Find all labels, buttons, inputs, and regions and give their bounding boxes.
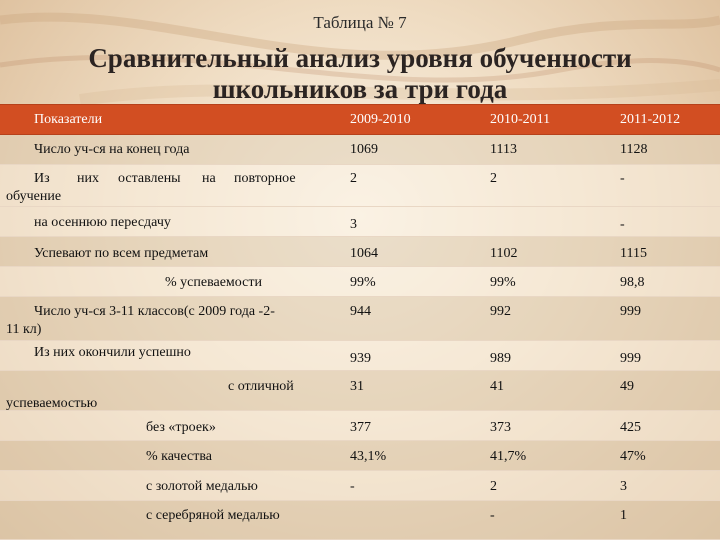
row-value: 377	[350, 420, 371, 435]
row-value: 992	[490, 304, 511, 319]
table-row: с отличной успеваемостью 31 41 49	[0, 371, 720, 411]
row-value: 1102	[490, 246, 518, 261]
row-value: 999	[620, 304, 641, 319]
row-value: 1069	[350, 142, 378, 157]
table-row: Из них окончили успешно 939 989 999	[0, 341, 720, 371]
row-label-line-2: 11 кл)	[6, 322, 42, 337]
row-value: 99%	[350, 275, 376, 290]
row-value: 31	[350, 379, 364, 394]
title-line-1: Сравнительный анализ уровня обученности	[88, 43, 632, 73]
row-value: 1064	[350, 246, 378, 261]
row-value: 2	[350, 171, 357, 186]
comparison-table: Показатели 2009-2010 2010-2011 2011-2012…	[0, 104, 720, 540]
row-value: 373	[490, 420, 511, 435]
row-label-word: Из	[34, 171, 50, 186]
table-row: Из них оставлены на повторное обучение 2…	[0, 165, 720, 207]
table-row: Число уч-ся на конец года 1069 1113 1128	[0, 135, 720, 165]
table-row: % качества 43,1% 41,7% 47%	[0, 441, 720, 471]
table-caption: Таблица № 7	[313, 13, 407, 32]
row-label: с золотой медалью	[146, 479, 258, 494]
row-label: с серебряной медалью	[146, 508, 280, 523]
header-2009-2010: 2009-2010	[350, 112, 411, 127]
row-label-word: повторное	[234, 171, 296, 186]
row-value: 1115	[620, 246, 647, 261]
row-value: 99%	[490, 275, 516, 290]
title-line-2: школьников за три года	[212, 74, 508, 104]
row-value: 2	[490, 171, 497, 186]
row-label: Успевают по всем предметам	[34, 246, 209, 261]
row-label: Из них окончили успешно	[34, 345, 191, 360]
table-body: Число уч-ся на конец года 1069 1113 1128…	[0, 135, 720, 540]
table-header-row: Показатели 2009-2010 2010-2011 2011-2012	[0, 104, 720, 135]
row-label: % успеваемости	[165, 275, 262, 290]
row-label: Число уч-ся на конец года	[34, 142, 190, 157]
row-label-line-1: Число уч-ся 3-11 классов(с 2009 года -2-	[34, 304, 275, 319]
row-label-line-2: обучение	[6, 189, 62, 204]
header-indicators: Показатели	[34, 112, 103, 127]
row-label-word: на	[202, 171, 216, 186]
row-value: 1113	[490, 142, 517, 157]
table-row: без «троек» 377 373 425	[0, 411, 720, 441]
header-2011-2012: 2011-2012	[620, 112, 681, 127]
row-value: -	[620, 217, 625, 232]
table-row: с золотой медалью - 2 3	[0, 471, 720, 501]
row-value: -	[620, 171, 625, 186]
page-title: Сравнительный анализ уровня обученности …	[0, 43, 720, 105]
row-value: 944	[350, 304, 371, 319]
row-label-word: них	[77, 171, 99, 186]
row-value: 47%	[620, 449, 646, 464]
row-value: 41	[490, 379, 504, 394]
row-value: 41,7%	[490, 449, 527, 464]
row-value: 425	[620, 420, 641, 435]
row-value: 98,8	[620, 275, 645, 290]
table-row: % успеваемости 99% 99% 98,8	[0, 267, 720, 297]
row-value: 1128	[620, 142, 648, 157]
row-value: 2	[490, 479, 497, 494]
header-2010-2011: 2010-2011	[490, 112, 551, 127]
row-value: 3	[620, 479, 627, 494]
row-label: без «троек»	[146, 420, 216, 435]
row-label: на осеннюю пересдачу	[34, 215, 171, 230]
row-value: 43,1%	[350, 449, 387, 464]
row-value: -	[350, 479, 355, 494]
row-label: % качества	[146, 449, 212, 464]
table-row: Число уч-ся 3-11 классов(с 2009 года -2-…	[0, 297, 720, 341]
row-value: 49	[620, 379, 634, 394]
table-row: Успевают по всем предметам 1064 1102 111…	[0, 237, 720, 267]
row-label-line-1: с отличной	[228, 379, 294, 394]
table-row: с серебряной медалью - 1	[0, 501, 720, 540]
row-label-line-2: успеваемостью	[6, 396, 98, 411]
table-row: на осеннюю пересдачу 3 -	[0, 207, 720, 237]
row-value: 939	[350, 351, 371, 366]
row-label-word: оставлены	[118, 171, 181, 186]
row-value: 999	[620, 351, 641, 366]
row-value: -	[490, 508, 495, 523]
row-value: 1	[620, 508, 627, 523]
row-value: 989	[490, 351, 511, 366]
row-value: 3	[350, 217, 357, 232]
